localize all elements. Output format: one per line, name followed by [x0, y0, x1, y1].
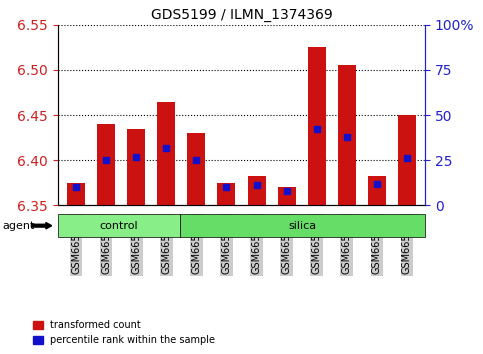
Bar [278, 187, 296, 205]
Bar [217, 183, 236, 205]
Text: agent: agent [2, 221, 35, 231]
Bar [308, 47, 326, 205]
Bar [67, 183, 85, 205]
Title: GDS5199 / ILMN_1374369: GDS5199 / ILMN_1374369 [151, 8, 332, 22]
Bar [247, 176, 266, 205]
Text: silica: silica [289, 221, 317, 231]
Bar [97, 124, 115, 205]
Bar [338, 65, 356, 205]
Bar [187, 133, 205, 205]
Legend: transformed count, percentile rank within the sample: transformed count, percentile rank withi… [29, 316, 219, 349]
Bar [368, 176, 386, 205]
Bar [157, 102, 175, 205]
Text: control: control [100, 221, 139, 231]
Bar [398, 115, 416, 205]
Bar [127, 129, 145, 205]
